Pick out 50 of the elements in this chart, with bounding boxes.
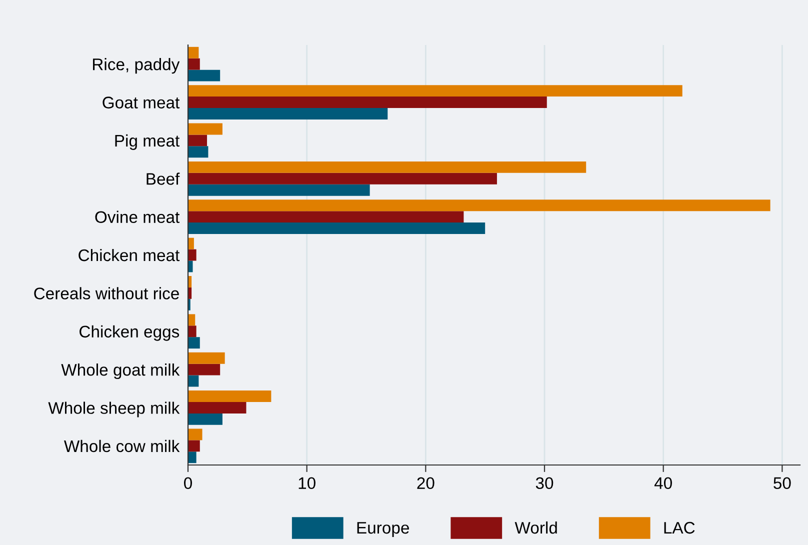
bar <box>188 337 200 349</box>
legend-label: Europe <box>357 522 409 537</box>
bar <box>188 96 547 108</box>
bar <box>188 249 196 261</box>
y-tick-label: Goat meat <box>102 96 180 108</box>
bar <box>188 46 199 58</box>
bar <box>188 146 208 158</box>
y-tick-label: Cereals without rice <box>34 287 179 300</box>
bar <box>188 172 497 184</box>
bar <box>188 134 208 146</box>
x-tick-label: 50 <box>774 477 791 490</box>
bar <box>188 108 388 120</box>
bar <box>188 428 202 440</box>
x-tick-label: 0 <box>184 477 192 490</box>
bar <box>188 58 200 70</box>
bar <box>188 260 193 272</box>
bar <box>188 161 586 173</box>
bar <box>188 70 220 82</box>
x-tick-label: 10 <box>298 477 316 490</box>
bar <box>188 326 196 338</box>
bar <box>188 123 222 135</box>
y-tick-label: Chicken meat <box>78 248 180 262</box>
bar <box>188 211 464 223</box>
bar <box>188 413 222 425</box>
y-tick-label: Beef <box>146 172 180 185</box>
bar <box>188 85 682 97</box>
bar <box>188 184 370 196</box>
bar <box>188 402 246 414</box>
bar <box>188 238 194 250</box>
bar <box>188 440 200 452</box>
bar <box>188 200 770 212</box>
y-tick-label: Whole goat milk <box>61 364 180 380</box>
x-tick-label: 30 <box>536 477 554 490</box>
y-tick-label: Pig meat <box>115 134 180 150</box>
y-tick-label: Chicken eggs <box>80 325 180 341</box>
bar <box>188 390 272 402</box>
bar <box>188 352 225 364</box>
legend-label: World <box>514 521 557 534</box>
bar <box>188 375 199 387</box>
bar <box>188 364 220 376</box>
y-tick-label: Whole sheep milk <box>48 402 180 418</box>
bar <box>188 314 196 326</box>
y-tick-label: Ovine meat <box>95 210 180 224</box>
x-tick-label: 40 <box>654 477 672 490</box>
legend-label: LAC <box>664 522 695 534</box>
bar <box>188 222 486 234</box>
bar <box>188 452 196 464</box>
x-tick-label: 20 <box>417 477 434 490</box>
y-tick-label: Rice, paddy <box>93 58 180 74</box>
y-tick-label: Whole cow milk <box>64 440 180 452</box>
